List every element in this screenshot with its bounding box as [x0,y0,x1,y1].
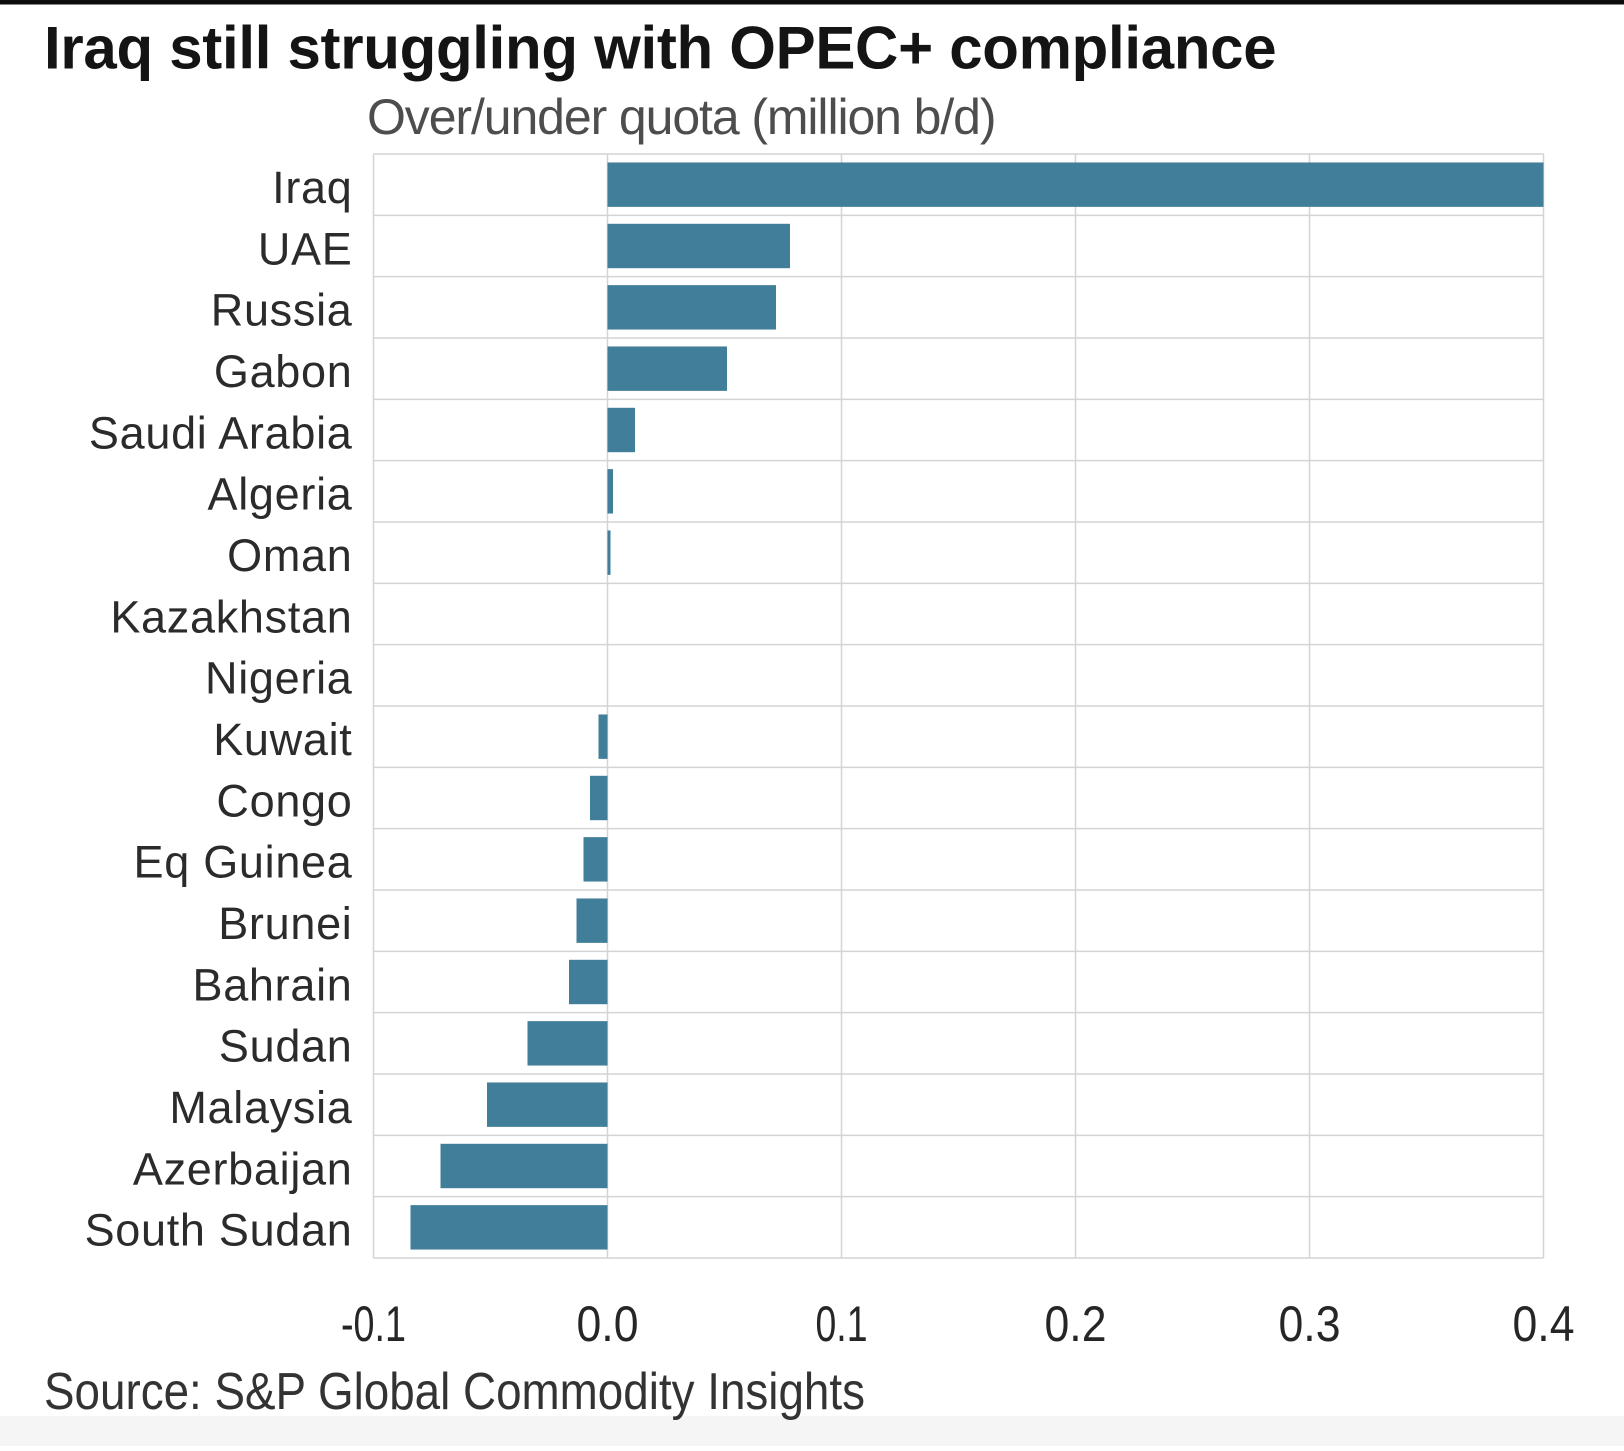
svg-text:Eq Guinea: Eq Guinea [134,837,353,888]
svg-text:Gabon: Gabon [214,346,353,397]
svg-text:Bahrain: Bahrain [192,959,352,1010]
svg-text:Over/under quota (million b/d): Over/under quota (million b/d) [367,89,995,145]
svg-text:Iraq: Iraq [272,162,352,213]
svg-text:Saudi Arabia: Saudi Arabia [89,407,353,458]
svg-text:Congo: Congo [216,775,352,826]
svg-text:Oman: Oman [227,530,352,581]
svg-text:South Sudan: South Sudan [85,1205,353,1256]
svg-text:0.3: 0.3 [1279,1296,1341,1352]
svg-text:UAE: UAE [258,223,353,274]
svg-text:0.1: 0.1 [816,1296,868,1352]
svg-text:Iraq still struggling with OPE: Iraq still struggling with OPEC+ complia… [44,15,1276,82]
svg-text:0.2: 0.2 [1045,1296,1107,1352]
svg-text:Russia: Russia [211,285,353,336]
svg-text:Sudan: Sudan [219,1021,353,1072]
svg-text:Algeria: Algeria [208,469,353,520]
svg-text:0.0: 0.0 [577,1296,639,1352]
svg-text:-0.1: -0.1 [341,1296,406,1352]
svg-text:Azerbaijan: Azerbaijan [133,1143,353,1194]
svg-text:Kuwait: Kuwait [213,714,352,765]
svg-text:Source: S&P Global Commodity I: Source: S&P Global Commodity Insights [44,1363,865,1421]
svg-text:Brunei: Brunei [218,898,352,949]
svg-text:Malaysia: Malaysia [169,1082,352,1133]
svg-text:Kazakhstan: Kazakhstan [110,591,352,642]
svg-text:0.4: 0.4 [1513,1296,1575,1352]
svg-text:Nigeria: Nigeria [205,653,353,704]
